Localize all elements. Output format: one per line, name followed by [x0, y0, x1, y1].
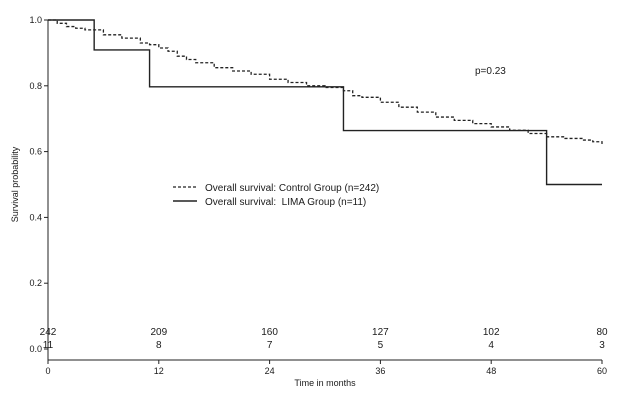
axes: 0.00.20.40.60.81.00 12 24 36 48 60 [29, 15, 607, 376]
p-value-annotation: p=0.23 [475, 66, 506, 77]
at-risk-control: 209 [150, 327, 167, 338]
x-tick-label: 0 [45, 366, 50, 376]
at-risk-control: 160 [261, 327, 278, 338]
x-tick-label: 12 [154, 366, 164, 376]
y-tick-label: 0.8 [29, 81, 42, 91]
at-risk-lima: 5 [378, 340, 384, 351]
x-tick-label: 24 [265, 366, 275, 376]
x-tick-label: 36 [375, 366, 385, 376]
at-risk-control: 127 [372, 327, 389, 338]
x-axis-title: Time in months [294, 378, 356, 388]
at-risk-control: 242 [40, 327, 57, 338]
series-layer [48, 19, 603, 186]
control-group-curve [48, 19, 603, 146]
legend-label-lima: Overall survival: LIMA Group (n=11) [205, 197, 366, 208]
y-tick-label: 0.4 [29, 212, 42, 222]
at-risk-control: 80 [596, 327, 608, 338]
y-tick-label: 0.0 [29, 344, 42, 354]
y-tick-label: 0.2 [29, 278, 42, 288]
at-risk-lima: 7 [267, 340, 273, 351]
lima-group-curve [48, 19, 602, 186]
at-risk-lima: 3 [599, 340, 605, 351]
y-tick-label: 1.0 [29, 15, 42, 25]
legend: Overall survival: Control Group (n=242) O… [173, 183, 379, 208]
at-risk-control: 102 [483, 327, 500, 338]
y-axis-title: Survival probability [10, 146, 20, 222]
x-tick-label: 60 [597, 366, 607, 376]
at-risk-lima: 8 [156, 340, 162, 351]
x-tick-label: 48 [486, 366, 496, 376]
at-risk-lima: 11 [43, 340, 54, 351]
numbers-at-risk: 242 11 209 8 160 7 127 5 102 4 80 3 [40, 327, 608, 351]
at-risk-lima: 4 [488, 340, 494, 351]
legend-label-control: Overall survival: Control Group (n=242) [205, 183, 379, 194]
y-tick-label: 0.6 [29, 147, 42, 157]
